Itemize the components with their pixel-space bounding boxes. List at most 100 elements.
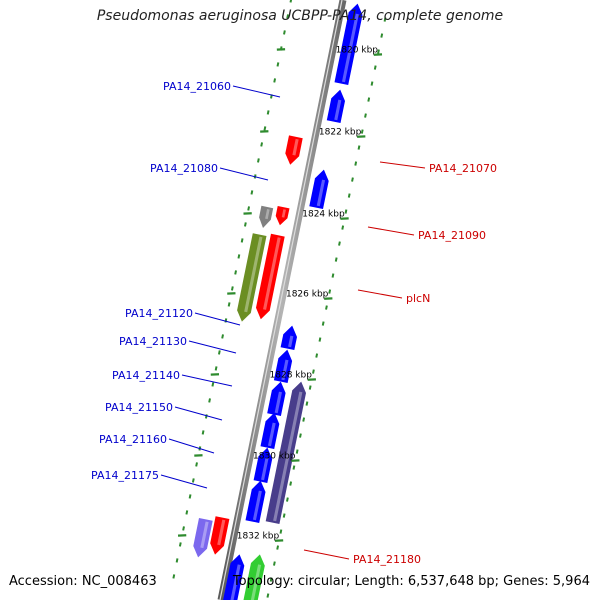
gene-arrow-highlight [316, 179, 326, 207]
gene-label[interactable]: plcN [406, 292, 430, 305]
tick-label: 1822 kbp [319, 127, 362, 137]
guide-dash [305, 401, 309, 406]
guide-dash [380, 33, 384, 38]
gene-arrow[interactable] [237, 233, 267, 322]
guide-dash [221, 334, 224, 339]
label-leader-line [160, 474, 208, 489]
guide-dash [188, 494, 192, 499]
guide-dash [308, 385, 312, 390]
gene-arrow-highlight [252, 490, 262, 521]
guide-dash [175, 558, 179, 563]
accession-text: Accession: NC_008463 [9, 574, 157, 589]
ticks: 1820 kbp 1822 kbp 1824 kbp 1826 kbp 1828 kbp… [177, 45, 383, 542]
guide-dash [178, 542, 182, 547]
guide-dash [312, 369, 315, 374]
gene-arrow-highlight [263, 237, 281, 310]
label-leader-line [232, 85, 281, 98]
gene-arrow[interactable] [273, 349, 293, 383]
gene-arrow[interactable] [245, 480, 266, 523]
gene-arrow-highlight [265, 209, 270, 220]
tick-guides [172, 0, 387, 598]
gene-arrow-highlight [217, 519, 226, 546]
gene-arrow-highlight [200, 521, 209, 549]
gene-arrow[interactable] [256, 233, 285, 320]
gene-arrow-highlight [341, 13, 359, 83]
guide-dash [354, 161, 358, 166]
gene-arrow-highlight [273, 391, 303, 522]
guide-dash [250, 190, 254, 195]
guide-dash [328, 289, 332, 294]
tick-label: 1830 kbp [253, 451, 296, 461]
gene-arrow[interactable] [334, 3, 363, 86]
guide-dash [325, 305, 328, 310]
guide-dash [292, 465, 296, 470]
label-leader-line [181, 374, 233, 387]
guide-dash [201, 430, 205, 435]
guide-dash [240, 238, 244, 243]
gene-arrow[interactable] [267, 381, 286, 416]
guide-dash [373, 65, 377, 70]
gene-label[interactable]: PA14_21150 [105, 401, 173, 414]
gene-arrow[interactable] [280, 325, 297, 350]
gene-arrow-highlight [288, 335, 294, 348]
gene-label[interactable]: PA14_21120 [125, 307, 193, 320]
guide-dash [383, 17, 387, 22]
gene-arrow[interactable] [260, 412, 280, 449]
guide-dash [237, 254, 241, 259]
gene-arrow[interactable] [243, 554, 265, 600]
gene-labels: PA14_21060 PA14_21070 PA14_21080 PA14_21090… [91, 80, 497, 566]
label-leader-line [174, 406, 223, 421]
gene-arrow[interactable] [253, 447, 273, 483]
label-leader-line [303, 549, 350, 560]
guide-dash [344, 209, 348, 214]
guide-dash [273, 561, 276, 566]
guide-dash [299, 433, 302, 438]
label-leader-line [219, 167, 269, 181]
gene-arrow[interactable] [223, 554, 245, 600]
guide-dash [234, 270, 238, 275]
gene-arrow-highlight [292, 138, 299, 156]
tick-label: 1824 kbp [302, 209, 345, 219]
guide-dash [338, 241, 341, 246]
guide-dash [217, 350, 221, 355]
gene-arrow-highlight [230, 564, 241, 600]
guide-dash [211, 382, 215, 387]
label-leader-line [168, 438, 215, 454]
guide-dash [347, 193, 351, 198]
guide-dash [295, 449, 299, 454]
guide-dash [370, 81, 374, 86]
gene-arrow-highlight [267, 422, 276, 447]
gene-arrow[interactable] [285, 135, 303, 165]
gene-arrow[interactable] [275, 206, 290, 226]
gene-label[interactable]: PA14_21090 [418, 229, 486, 242]
gene-label[interactable]: PA14_21060 [163, 80, 231, 93]
gene-arrow[interactable] [309, 169, 329, 209]
genes [193, 3, 363, 600]
guide-dash [315, 353, 319, 358]
gene-arrow[interactable] [259, 205, 274, 228]
gene-arrow[interactable] [210, 516, 230, 555]
gene-arrow[interactable] [326, 89, 345, 123]
guide-dash [227, 302, 231, 307]
guide-dash [230, 286, 234, 291]
gene-label[interactable]: PA14_21160 [99, 433, 167, 446]
guide-dash [276, 545, 280, 550]
gene-label[interactable]: PA14_21070 [429, 162, 497, 175]
guide-dash [321, 321, 325, 326]
guide-dash [289, 0, 293, 3]
gene-label[interactable]: PA14_21175 [91, 469, 159, 482]
guide-dash [208, 398, 211, 403]
gene-label[interactable]: PA14_21130 [119, 335, 187, 348]
guide-dash [243, 222, 247, 227]
gene-label[interactable]: PA14_21140 [112, 369, 180, 382]
guide-dash [282, 513, 286, 518]
guide-dash [182, 526, 185, 531]
guide-dash [283, 30, 286, 35]
gene-label[interactable]: PA14_21180 [353, 553, 421, 566]
gene-label[interactable]: PA14_21080 [150, 162, 218, 175]
guide-dash [341, 225, 345, 230]
gene-arrow[interactable] [193, 518, 213, 558]
gene-arrow[interactable] [265, 381, 306, 524]
